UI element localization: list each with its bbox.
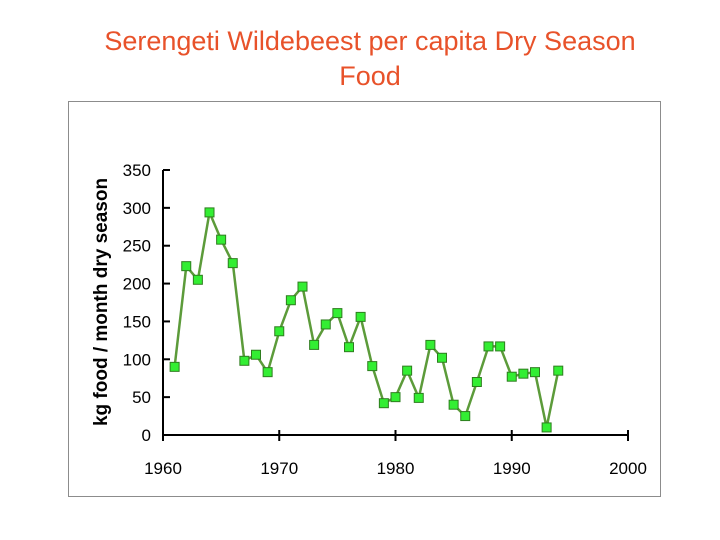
data-point-marker <box>262 367 273 378</box>
y-tick-label: 200 <box>123 275 151 294</box>
y-tick-label: 50 <box>132 388 151 407</box>
series-line <box>173 211 560 429</box>
data-point-marker <box>309 339 320 350</box>
data-point-marker <box>460 411 471 422</box>
y-tick-label: 250 <box>123 237 151 256</box>
data-point-marker <box>320 319 331 330</box>
y-tick-label: 350 <box>123 161 151 180</box>
data-point-marker <box>192 274 203 285</box>
data-point-marker <box>344 342 354 353</box>
x-tick-label: 1980 <box>377 459 415 478</box>
y-tick-label: 300 <box>123 199 151 218</box>
x-tick-label: 1960 <box>144 459 182 478</box>
data-point-marker <box>169 361 180 372</box>
data-point-marker <box>402 365 413 376</box>
data-point-marker <box>518 368 529 379</box>
data-point-marker <box>274 326 285 337</box>
data-point-marker <box>530 367 540 378</box>
chart-title: Serengeti Wildebeest per capita Dry Seas… <box>40 24 700 94</box>
data-point-marker <box>251 349 261 360</box>
data-point-marker <box>437 352 447 363</box>
y-tick-label: 100 <box>123 350 151 369</box>
data-point-marker <box>181 261 192 272</box>
data-point-marker <box>216 234 227 245</box>
data-point-marker <box>355 311 366 322</box>
data-point-marker <box>413 392 424 403</box>
data-point-marker <box>227 258 238 269</box>
data-point-marker <box>495 341 506 352</box>
data-point-marker <box>239 355 250 366</box>
chart-title-line-1: Serengeti Wildebeest per capita Dry Seas… <box>104 26 636 56</box>
data-point-marker <box>483 341 494 352</box>
series-group <box>169 207 564 433</box>
x-tick-label: 1990 <box>493 459 531 478</box>
data-point-marker <box>297 281 308 292</box>
y-tick-label: 0 <box>142 426 151 445</box>
data-point-marker <box>367 361 378 372</box>
chart-title-line-2: Food <box>339 61 401 91</box>
data-point-marker <box>425 339 436 350</box>
data-point-marker <box>448 399 459 410</box>
x-tick-label: 1970 <box>260 459 298 478</box>
x-tick-label: 2000 <box>609 459 647 478</box>
data-point-marker <box>553 365 564 376</box>
axes: 0 50 100 150 200 250 300 350 1960 1970 1980 1990 200… <box>91 161 647 478</box>
data-point-marker <box>332 308 343 319</box>
data-point-marker <box>378 398 389 409</box>
plot-frame <box>68 101 661 497</box>
y-axis-title: kg food / month dry season <box>91 178 112 426</box>
data-point-marker <box>471 377 482 387</box>
data-point-marker <box>204 207 215 218</box>
data-point-marker <box>506 371 517 382</box>
data-point-marker <box>285 295 296 306</box>
data-point-marker <box>541 422 552 433</box>
y-tick-label: 150 <box>123 312 151 331</box>
data-point-marker <box>390 392 401 403</box>
